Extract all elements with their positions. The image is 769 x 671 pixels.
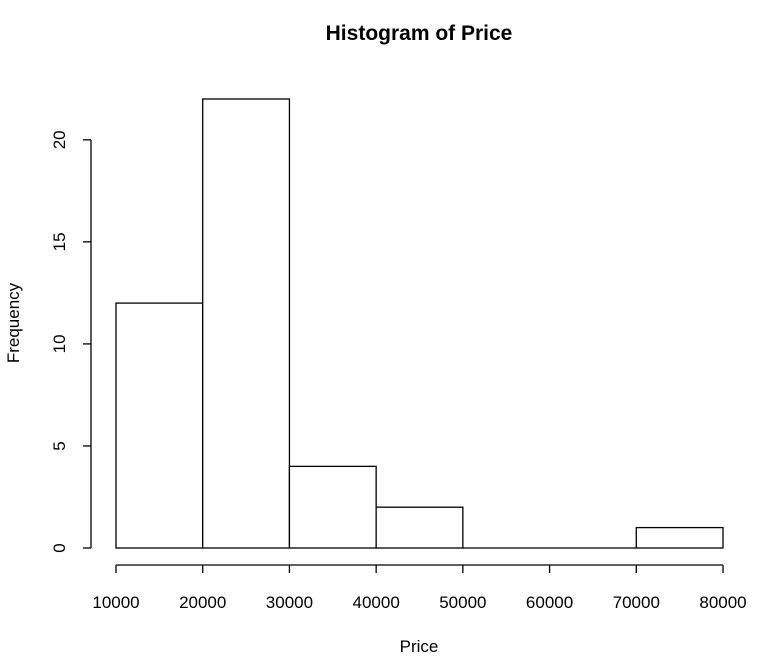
y-axis-label: Frequency xyxy=(4,282,23,363)
histogram-bar xyxy=(202,98,291,549)
x-tick-label: 40000 xyxy=(353,593,400,612)
y-axis: 0 5 10 15 20 xyxy=(50,130,92,553)
y-tick-label: 10 xyxy=(50,334,69,353)
x-tick-label: 50000 xyxy=(439,593,486,612)
x-tick-label: 30000 xyxy=(266,593,313,612)
x-axis-label: Price xyxy=(400,637,439,656)
y-tick-label: 20 xyxy=(50,130,69,149)
histogram-bar xyxy=(115,302,204,549)
histogram-bar xyxy=(375,506,464,549)
x-axis: 10000 20000 30000 40000 50000 60000 70000 80000 xyxy=(92,564,747,612)
y-tick-label: 0 xyxy=(50,543,69,552)
x-tick-label: 80000 xyxy=(699,593,746,612)
bars-group xyxy=(115,98,724,549)
histogram-bar xyxy=(288,465,377,549)
histogram-bar xyxy=(635,526,724,549)
chart-title: Histogram of Price xyxy=(326,22,513,45)
x-tick-label: 20000 xyxy=(179,593,226,612)
y-tick-label: 5 xyxy=(50,441,69,450)
x-tick-label: 70000 xyxy=(613,593,660,612)
x-tick-label: 10000 xyxy=(92,593,139,612)
x-tick-label: 60000 xyxy=(526,593,573,612)
y-tick-label: 15 xyxy=(50,232,69,251)
